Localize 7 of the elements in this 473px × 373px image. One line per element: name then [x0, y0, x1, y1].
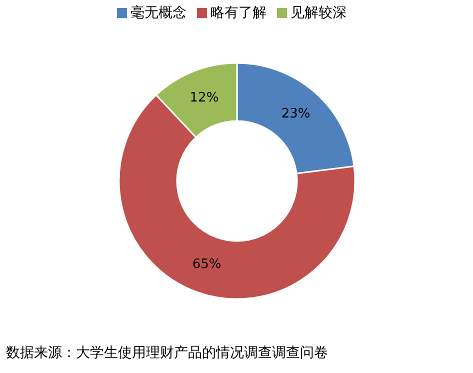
data-label: 12% [190, 90, 219, 106]
data-label: 23% [281, 106, 310, 122]
legend-label: 毫无概念 [130, 5, 186, 21]
data-label: 65% [192, 257, 222, 272]
legend-label: 略有了解 [210, 5, 266, 21]
source-note: 数据来源：大学生使用理财产品的情况调查调查问卷 [6, 344, 328, 362]
legend-label: 见解较深 [290, 5, 346, 21]
